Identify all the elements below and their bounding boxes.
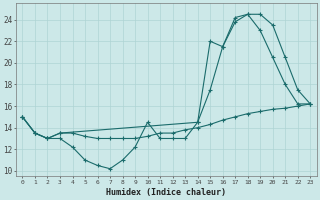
X-axis label: Humidex (Indice chaleur): Humidex (Indice chaleur) (106, 188, 226, 197)
